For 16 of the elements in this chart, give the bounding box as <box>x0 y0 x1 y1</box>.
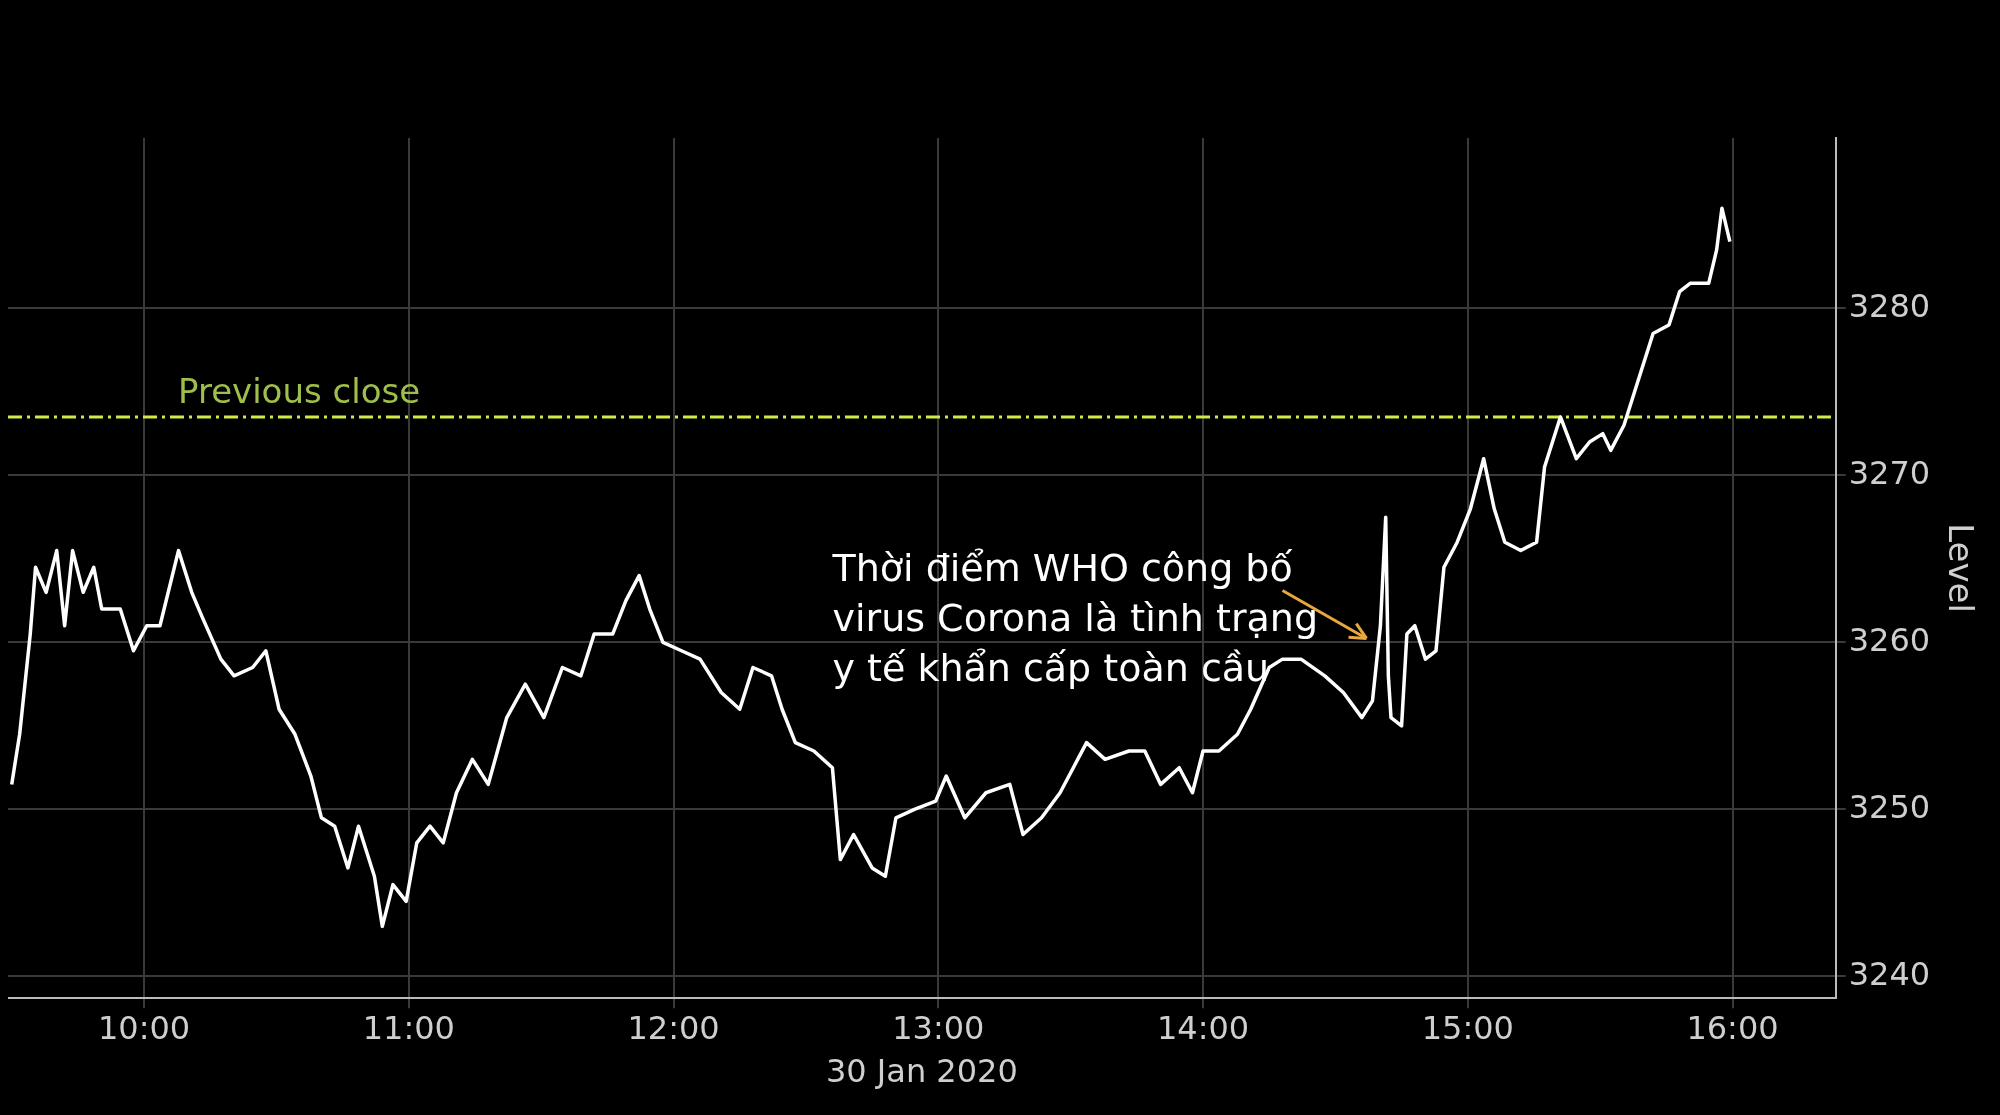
y-axis-title: Level <box>1940 523 1981 613</box>
annotation: Thời điểm WHO công bố virus Corona là tình trạng y tế khẩn cấp toàn cầu <box>831 546 1319 691</box>
x-tick-label: 10:00 <box>97 1008 191 1047</box>
x-axis-title: 30 Jan 2020 <box>825 1052 1018 1091</box>
ref-line-label: Previous close <box>178 370 421 411</box>
x-tick-label: 14:00 <box>1156 1008 1250 1047</box>
x-tick-label: 12:00 <box>627 1008 720 1047</box>
y-tick-label: 3260 <box>1848 620 1931 659</box>
x-tick-label: 13:00 <box>892 1008 985 1047</box>
y-tick-label: 3270 <box>1848 453 1931 492</box>
x-tick-label: 15:00 <box>1421 1008 1514 1047</box>
x-tick-label: 16:00 <box>1686 1008 1779 1047</box>
x-tick-label: 11:00 <box>362 1008 455 1047</box>
y-tick-label: 3240 <box>1848 954 1931 993</box>
y-tick-label: 3250 <box>1848 787 1931 826</box>
y-tick-label: 3280 <box>1848 286 1931 325</box>
